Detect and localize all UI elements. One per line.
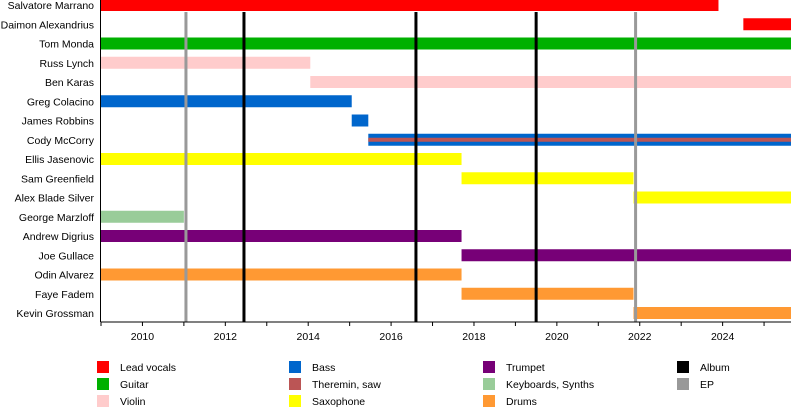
legend-swatch-album (677, 361, 689, 373)
member-bar-saxophone (461, 172, 634, 185)
member-bar-guitar (101, 37, 791, 50)
legend-label-theremin: Theremin, saw (312, 379, 381, 391)
legend-swatch-ep (677, 378, 689, 390)
legend-swatch-drums (483, 395, 495, 407)
member-bar-bass (101, 95, 352, 108)
member-bar-saxophone (633, 191, 791, 204)
legend-label-violin: Violin (120, 396, 146, 408)
member-bar-trumpet (461, 249, 791, 262)
legend-swatch-trumpet (483, 361, 495, 373)
legend-swatch-violin (97, 395, 109, 407)
legend: Lead vocals Guitar Violin Bass Theremin, saw… (97, 361, 730, 408)
member-name: Russ Lynch (40, 58, 95, 70)
member-bar-theremin (368, 137, 791, 142)
x-tick-label: 2020 (545, 331, 569, 343)
member-bars (101, 0, 791, 319)
member-name: James Robbins (22, 116, 94, 128)
legend-label-bass: Bass (312, 362, 335, 374)
member-name: Alex Blade Silver (15, 193, 95, 205)
member-name: Greg Colacino (27, 96, 94, 108)
member-bar-saxophone (101, 153, 462, 165)
x-tick-label: 2022 (628, 331, 652, 343)
member-bar-lead_vocals (101, 0, 719, 11)
member-name: Daimon Alexandrius (1, 19, 94, 31)
member-bar-violin (310, 76, 791, 88)
legend-label-album: Album (700, 362, 730, 374)
legend-label-lead_vocals: Lead vocals (120, 362, 176, 374)
legend-label-drums: Drums (506, 396, 537, 408)
x-tick-label: 2014 (297, 331, 321, 343)
legend-label-keyboards: Keyboards, Synths (506, 379, 594, 391)
member-bar-keyboards (101, 210, 184, 223)
member-name: Salvatore Marrano (8, 0, 95, 12)
release-lines (184, 12, 638, 322)
x-tick-label: 2010 (131, 331, 155, 343)
legend-label-guitar: Guitar (120, 379, 149, 391)
x-tick-label: 2024 (711, 331, 735, 343)
member-name: Faye Fadem (35, 289, 94, 301)
legend-swatch-theremin (289, 378, 301, 390)
legend-label-saxophone: Saxophone (312, 396, 365, 408)
member-name: Sam Greenfield (21, 173, 94, 185)
x-tick-label: 2016 (379, 331, 403, 343)
x-axis: 2010 2012 2014 2016 2018 2020 2022 2024 (100, 0, 791, 343)
legend-swatch-saxophone (289, 395, 301, 407)
legend-swatch-keyboards (483, 378, 495, 390)
member-name: Cody McCorry (27, 135, 95, 147)
member-bar-drums (101, 268, 462, 281)
member-bar-drums (633, 307, 791, 319)
member-name: Ben Karas (45, 77, 94, 89)
legend-swatch-guitar (97, 378, 109, 390)
member-bar-trumpet (101, 230, 462, 242)
member-name: Odin Alvarez (34, 270, 94, 282)
member-labels: Salvatore Marrano Daimon Alexandrius Tom M… (1, 0, 95, 320)
member-name: Tom Monda (39, 39, 94, 51)
x-tick-label: 2012 (214, 331, 238, 343)
legend-label-ep: EP (700, 379, 714, 391)
legend-label-trumpet: Trumpet (506, 362, 545, 374)
legend-swatch-bass (289, 361, 301, 373)
member-name: Joe Gullace (39, 250, 95, 262)
member-bar-violin (101, 56, 311, 69)
member-name: Andrew Digrius (23, 231, 94, 243)
member-name: Kevin Grossman (16, 308, 94, 320)
member-bar-bass (351, 114, 369, 127)
member-bar-drums (461, 287, 634, 300)
legend-swatch-lead_vocals (97, 361, 109, 373)
member-name: George Marzloff (19, 212, 94, 224)
member-name: Ellis Jasenovic (25, 154, 94, 166)
x-tick-label: 2018 (462, 331, 486, 343)
member-bar-lead_vocals (743, 18, 791, 31)
